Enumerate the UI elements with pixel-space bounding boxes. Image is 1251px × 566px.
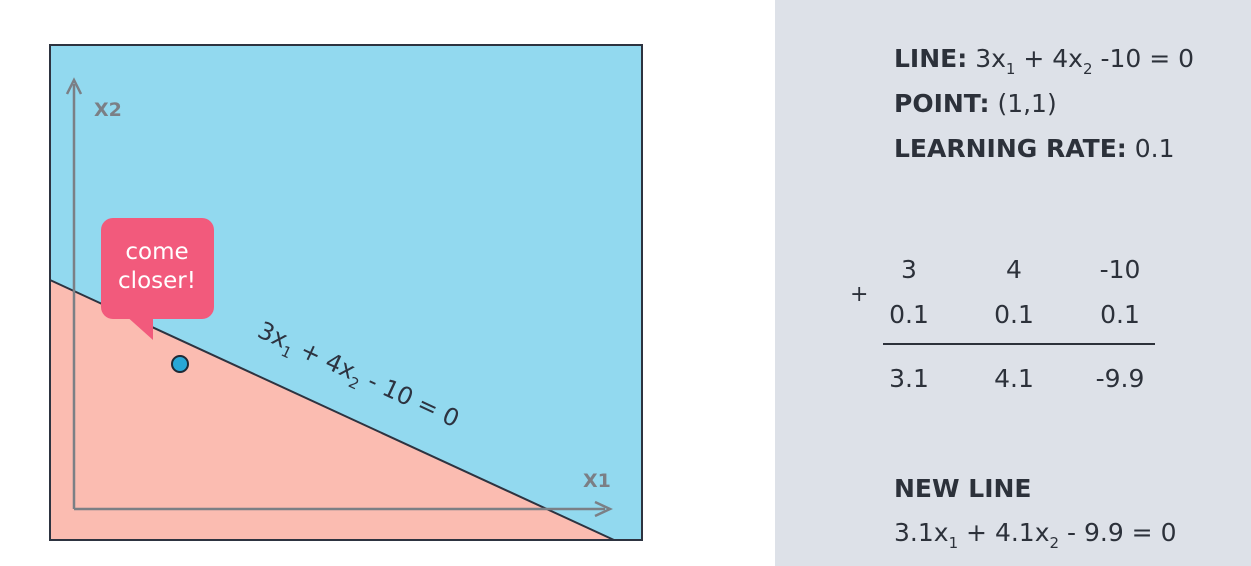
x-axis-label: X1 <box>583 470 611 492</box>
speech-bubble: come closer! <box>101 218 214 340</box>
new-line-label: NEW LINE <box>894 474 1032 503</box>
new-line-formula: 3.1x1 + 4.1x2 - 9.9 = 0 <box>894 518 1177 552</box>
y-axis-label: X2 <box>94 99 122 121</box>
result-cell-2: 4.1 <box>994 364 1034 393</box>
calculation-panel: LINE: 3x1 + 4x2 -10 = 0 POINT: (1,1) LEA… <box>775 0 1251 566</box>
row1-cell-1: 3 <box>901 255 917 284</box>
learning-rate-label: LEARNING RATE: <box>894 134 1127 163</box>
data-point <box>171 355 189 373</box>
point-info: POINT: (1,1) <box>894 89 1057 118</box>
line-info-label: LINE: <box>894 44 968 73</box>
result-cell-1: 3.1 <box>889 364 929 393</box>
line-info-value: 3x1 + 4x2 -10 = 0 <box>975 44 1195 78</box>
learning-rate-value: 0.1 <box>1134 134 1175 163</box>
x-axis-arrow-icon <box>594 500 613 518</box>
row1-cell-2: 4 <box>1006 255 1022 284</box>
sum-divider <box>883 343 1155 345</box>
classification-plot: X2 X1 3x1 + 4x2 - 10 = 0 come closer! <box>49 44 643 541</box>
positive-region <box>50 45 642 540</box>
line-info: LINE: 3x1 + 4x2 -10 = 0 <box>894 44 1195 78</box>
speech-bubble-line2: closer! <box>118 268 196 294</box>
row2-cell-3: 0.1 <box>1100 300 1140 329</box>
learning-rate-info: LEARNING RATE: 0.1 <box>894 134 1174 163</box>
row1-cell-3: -10 <box>1099 255 1141 284</box>
result-cell-3: -9.9 <box>1095 364 1145 393</box>
point-info-value: (1,1) <box>997 89 1057 118</box>
speech-bubble-line1: come <box>125 239 188 265</box>
plot-frame <box>49 44 643 541</box>
y-axis-arrow-icon <box>65 77 83 95</box>
plot-panel: X2 X1 3x1 + 4x2 - 10 = 0 come closer! <box>49 44 643 541</box>
row2-cell-2: 0.1 <box>994 300 1034 329</box>
new-line-heading: NEW LINE <box>894 474 1032 503</box>
point-info-label: POINT: <box>894 89 990 118</box>
row2-cell-1: 0.1 <box>889 300 929 329</box>
plus-operator: + <box>850 282 869 307</box>
